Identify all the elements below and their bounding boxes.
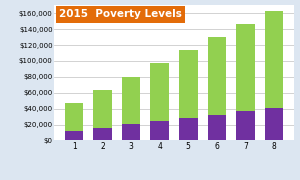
Bar (93, 128, 112, 140)
Legend: 400% of Poverty Limit, Poverty Limit: 400% of Poverty Limit, Poverty Limit (111, 179, 237, 180)
Bar (122, 76, 140, 124)
Bar (208, 114, 226, 140)
Bar (236, 24, 255, 111)
Bar (65, 131, 83, 140)
Bar (93, 90, 112, 128)
Bar (179, 50, 197, 118)
Bar (151, 121, 169, 140)
Bar (208, 37, 226, 114)
Text: 2015  Poverty Levels: 2015 Poverty Levels (59, 10, 182, 19)
Bar (151, 63, 169, 121)
Bar (265, 108, 283, 140)
Bar (236, 111, 255, 140)
Bar (265, 10, 283, 108)
Bar (179, 118, 197, 140)
Bar (65, 103, 83, 131)
Bar (122, 124, 140, 140)
